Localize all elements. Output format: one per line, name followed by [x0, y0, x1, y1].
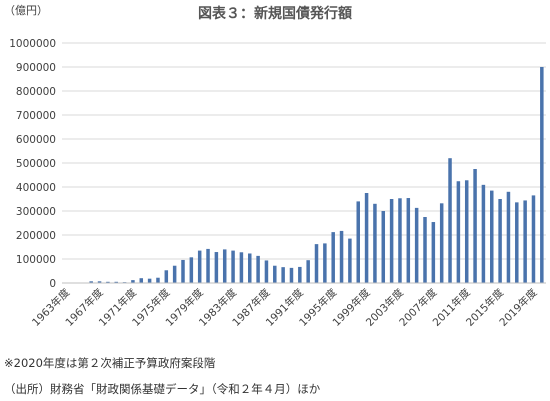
bar — [114, 281, 118, 283]
bars — [81, 67, 544, 283]
bar — [214, 252, 219, 283]
bar — [147, 278, 152, 283]
y-tick-label: 600000 — [16, 134, 56, 146]
bar — [531, 195, 536, 283]
bar — [164, 270, 169, 283]
footnote: ※2020年度は第２次補正予算政府案段階 — [4, 356, 216, 370]
bar — [239, 252, 244, 283]
x-axis-ticks: 1963年度1967年度1971年度1975年度1979年度1983年度1987… — [29, 286, 540, 329]
bar — [498, 199, 502, 283]
bar — [264, 260, 269, 283]
bar — [414, 207, 419, 283]
bar — [256, 255, 260, 283]
bar — [314, 244, 319, 283]
bar — [431, 222, 436, 283]
y-tick-label: 200000 — [16, 230, 56, 242]
bar — [515, 202, 519, 283]
bar — [97, 281, 102, 283]
bar — [89, 281, 93, 283]
bar — [248, 253, 252, 283]
bar — [506, 191, 511, 283]
bar — [356, 201, 360, 283]
y-tick-label: 1000000 — [9, 38, 56, 50]
bar — [331, 232, 335, 283]
bar — [131, 280, 135, 283]
bar — [306, 260, 310, 283]
y-tick-label: 500000 — [16, 158, 56, 170]
source-note: （出所）財務省「財政関係基礎データ」（令和２年４月）ほか — [4, 382, 321, 396]
bar — [456, 181, 461, 283]
bar — [348, 238, 352, 283]
bar — [106, 281, 110, 283]
bar — [373, 203, 377, 283]
bar — [281, 267, 285, 283]
bar — [323, 243, 327, 283]
bar — [423, 217, 427, 283]
y-tick-label: 700000 — [16, 110, 56, 122]
bar — [448, 158, 452, 283]
bar — [406, 198, 411, 283]
bar — [339, 230, 344, 283]
y-tick-label: 100000 — [16, 254, 56, 266]
y-tick-label: 0 — [49, 278, 56, 290]
bar — [381, 211, 386, 283]
bar — [206, 248, 210, 283]
y-tick-label: 800000 — [16, 86, 56, 98]
bar — [231, 250, 235, 283]
gridlines — [62, 42, 546, 260]
bar — [398, 198, 402, 283]
bar — [490, 190, 494, 283]
y-tick-label: 400000 — [16, 182, 56, 194]
bar — [139, 278, 144, 283]
bar — [273, 265, 277, 283]
bar — [189, 257, 194, 283]
bar — [197, 250, 202, 283]
bar — [540, 67, 544, 283]
bar — [364, 193, 369, 283]
bar — [439, 203, 444, 283]
y-tick-label: 900000 — [16, 62, 56, 74]
bar — [181, 259, 185, 283]
bar — [172, 265, 177, 283]
y-axis-unit-label: （億円） — [4, 4, 48, 17]
bar — [473, 169, 477, 283]
bar — [481, 184, 486, 283]
bar — [464, 180, 469, 283]
bar — [156, 277, 160, 283]
y-tick-label: 300000 — [16, 206, 56, 218]
chart-title: 図表３：新規国債発行額 — [198, 5, 352, 22]
y-axis-ticks: 0 100000 200000 300000 400000 500000 600000 700… — [9, 38, 56, 290]
bar — [298, 266, 302, 283]
bar — [289, 267, 294, 283]
bar — [222, 249, 227, 283]
bar — [389, 199, 394, 283]
bar — [523, 200, 527, 283]
